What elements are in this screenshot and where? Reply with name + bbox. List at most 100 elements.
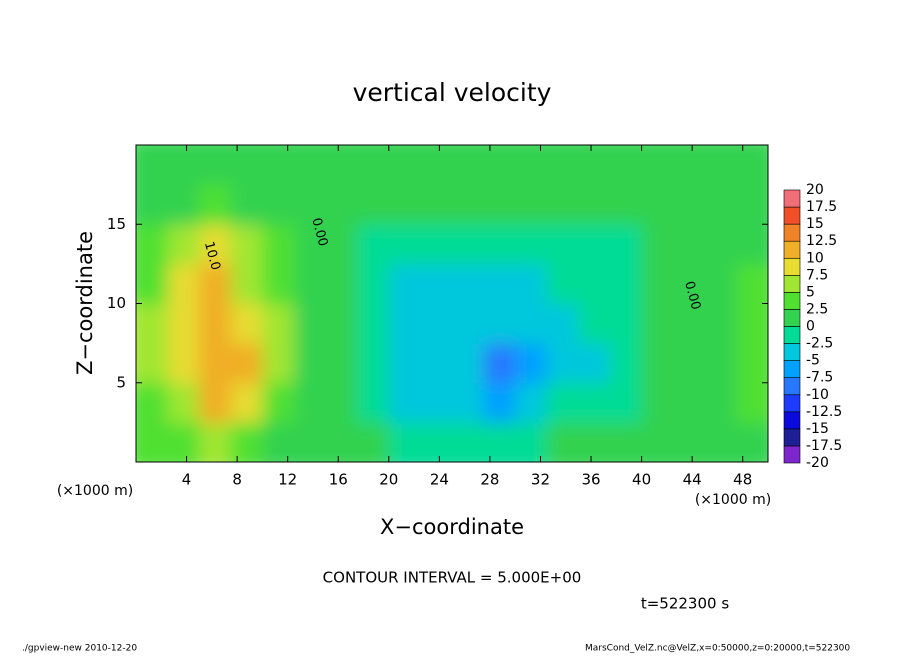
contour-interval: CONTOUR INTERVAL = 5.000E+00 [323, 569, 582, 587]
cell [420, 343, 453, 384]
cell [704, 224, 737, 265]
cell [483, 263, 516, 304]
colorbar-label: -20 [806, 455, 829, 471]
cell [704, 184, 737, 225]
cell [420, 422, 453, 462]
colorbar-box [783, 309, 801, 327]
cell [325, 263, 358, 304]
cell [641, 343, 674, 384]
cell [736, 224, 768, 265]
cell [230, 382, 263, 423]
colorbar-label: 20 [806, 182, 824, 198]
cell [578, 422, 611, 462]
cell [420, 184, 453, 225]
colorbar-label: 12.5 [806, 233, 837, 249]
cell [641, 184, 674, 225]
cell [483, 184, 516, 225]
contour-label: 0.00 [308, 216, 330, 248]
cell [420, 303, 453, 344]
cell [704, 382, 737, 423]
cell [578, 145, 611, 186]
x-tick-label: 8 [232, 471, 242, 489]
cell [388, 145, 421, 186]
cell [136, 303, 169, 344]
x-tick-label: 40 [632, 471, 651, 489]
cell [483, 145, 516, 186]
cell [452, 184, 485, 225]
colorbar-box [783, 326, 801, 344]
cell [641, 303, 674, 344]
colorbar-label: -15 [806, 421, 829, 437]
cell [515, 382, 548, 423]
colorbar-box [783, 377, 801, 396]
cell [199, 343, 232, 384]
cell [199, 263, 232, 304]
cell [388, 422, 421, 462]
cell [610, 224, 643, 265]
colorbar-label: 5 [806, 284, 815, 300]
cell [673, 184, 706, 225]
cell [546, 382, 579, 423]
cell [357, 343, 390, 384]
cell [673, 263, 706, 304]
cell [546, 343, 579, 384]
cell [578, 263, 611, 304]
cell [515, 422, 548, 462]
cell [136, 382, 169, 423]
cell [483, 303, 516, 344]
cell [483, 422, 516, 462]
cell [483, 224, 516, 265]
cell [167, 263, 200, 304]
cell [230, 343, 263, 384]
cell [262, 422, 295, 462]
cell [673, 224, 706, 265]
cell [357, 224, 390, 265]
cell [483, 343, 516, 384]
cell [736, 303, 768, 344]
cell [641, 145, 674, 186]
y-tick-label: 10 [107, 294, 126, 312]
cell [167, 343, 200, 384]
colorbar-box [783, 275, 801, 293]
field [136, 145, 768, 462]
cell [452, 382, 485, 423]
contour-label: 10.0 [201, 240, 223, 272]
cell [230, 263, 263, 304]
cell [294, 263, 327, 304]
cell [641, 382, 674, 423]
cell [452, 422, 485, 462]
cell [294, 422, 327, 462]
cell [388, 184, 421, 225]
cell [578, 184, 611, 225]
cell [452, 224, 485, 265]
y-axis-label: Z−coordinate [73, 231, 97, 375]
colorbar-label: 10 [806, 250, 824, 266]
cell [610, 343, 643, 384]
cell [420, 224, 453, 265]
time-label: t=522300 s [641, 595, 729, 613]
x-tick-label: 44 [683, 471, 702, 489]
colorbar-box [783, 360, 801, 378]
cell [167, 224, 200, 265]
cell [704, 343, 737, 384]
cell [515, 263, 548, 304]
x-tick-label: 32 [531, 471, 550, 489]
cell [294, 224, 327, 265]
cell [357, 422, 390, 462]
colorbar-box [783, 206, 801, 225]
cell [515, 343, 548, 384]
x-tick-label: 12 [278, 471, 297, 489]
x-tick-label: 24 [430, 471, 449, 489]
x-unit: (×1000 m) [695, 492, 771, 508]
colorbar-label: 7.5 [806, 267, 828, 283]
cell [325, 343, 358, 384]
colorbar-label: 15 [806, 216, 824, 232]
cell [294, 382, 327, 423]
cell [546, 422, 579, 462]
cell [578, 303, 611, 344]
colorbar-box [783, 428, 801, 447]
cell [388, 263, 421, 304]
plot-area [136, 145, 768, 462]
cell [452, 263, 485, 304]
